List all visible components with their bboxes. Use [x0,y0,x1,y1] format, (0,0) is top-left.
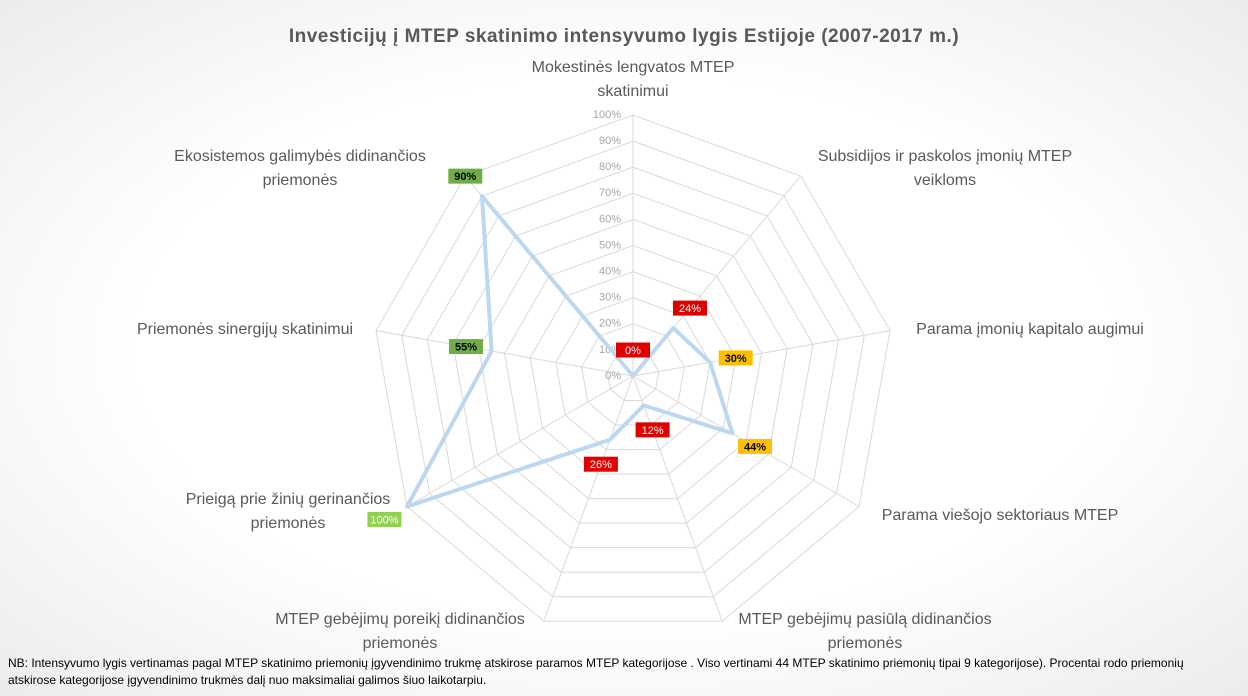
category-label: Parama viešojo sektoriaus MTEP [881,507,1119,524]
category-label: Ekosistemos galimybės didinančios priemo… [174,148,426,189]
chart-title: Investicijų į MTEP skatinimo intensyvumo… [288,26,960,47]
data-label: 90% [454,171,476,183]
grid-ring [375,114,891,622]
tick-label: 20% [599,318,621,330]
grid-ring [555,297,711,451]
tick-label: 60% [599,213,621,225]
category-label: Priemonės sinergijų skatinimui [136,321,354,338]
data-label-box [583,456,618,472]
grid-ring [529,271,737,475]
tick-label: 90% [599,135,621,147]
data-label-box [635,422,670,438]
data-label-box [616,342,650,358]
spoke [632,330,891,377]
data-label: 26% [590,459,612,471]
grid-ring [478,218,788,524]
data-label-box [367,512,402,527]
category-label: Parama įmonių kapitalo augimui [916,321,1144,338]
data-label: 30% [725,353,747,365]
data-label-box [448,168,483,184]
data-label: 12% [642,425,664,437]
grid-ring [401,140,865,598]
data-label-box [449,339,484,355]
data-label-box [737,438,772,454]
spoke [632,375,723,622]
grid-ring [503,244,763,500]
tick-label: 50% [599,239,621,251]
spoke [543,375,634,622]
data-label-box [718,350,753,366]
grid-ring [581,323,685,426]
grid-ring [452,192,814,549]
series-line [405,194,735,509]
category-label: Mokestinės lengvatos MTEP skatinimui [531,59,735,100]
tick-label: 70% [599,187,621,199]
tick-label: 30% [599,292,621,304]
category-label: MTEP gebėjimų poreikį didinančios priemo… [275,611,525,652]
category-label: Subsidijos ir paskolos įmonių MTEP veikl… [817,148,1073,189]
tick-label: 40% [599,266,621,278]
tick-label: 0% [605,370,621,382]
spoke [375,330,634,377]
data-label: 100% [370,514,398,526]
data-label-box [672,300,707,316]
category-label: MTEP gebėjimų pasiūlą didinančios priemo… [738,611,992,652]
tick-label: 100% [593,109,621,121]
grid-ring [426,166,840,573]
data-label: 24% [679,303,701,315]
category-label: Prieigą prie žinių gerinančios priemonės [185,491,391,532]
data-label: 44% [744,441,766,453]
grid-ring [606,349,660,402]
spoke [406,375,634,507]
footnote: NB: Intensyvumo lygis vertinamas pagal M… [8,656,1184,687]
data-label: 0% [625,345,641,357]
data-label: 55% [455,341,477,353]
tick-label: 80% [599,161,621,173]
